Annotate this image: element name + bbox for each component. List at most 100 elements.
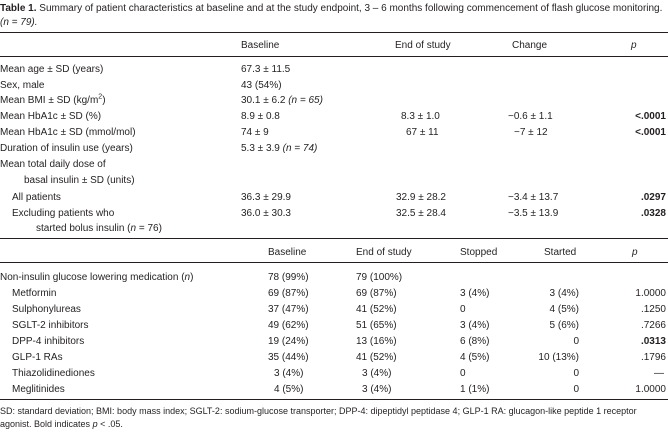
row-baseline: 36.3 ± 29.9: [241, 192, 291, 203]
row-p: <.0001: [635, 111, 666, 122]
t1-header-p: p: [631, 40, 637, 51]
section-end: 79 (100%): [356, 272, 403, 283]
table2-header-rule: [0, 262, 668, 263]
row-stopped: 0: [460, 304, 466, 315]
table1-header-rule: [0, 56, 668, 57]
row-baseline: 8.9 ± 0.8: [241, 111, 280, 122]
row-change: −3.4 ± 13.7: [508, 192, 559, 203]
row-p: 1.0000: [635, 288, 666, 299]
row-end: 3 (4%): [362, 384, 392, 395]
row-label: SGLT-2 inhibitors: [12, 320, 89, 331]
row-label: Sex, male: [0, 80, 45, 91]
row-baseline: 19 (24%): [268, 336, 309, 347]
table-row: Metformin 69 (87%) 69 (87%) 3 (4%) 3 (4%…: [0, 287, 668, 300]
table-row: DPP-4 inhibitors 19 (24%) 13 (16%) 6 (8%…: [0, 335, 668, 348]
table-row: Excluding patients who 36.0 ± 30.3 32.5 …: [0, 207, 668, 220]
row-end: 41 (52%): [356, 304, 397, 315]
row-started: 4 (5%): [549, 304, 579, 315]
row-label: Mean BMI ± SD (kg/m2): [0, 93, 106, 106]
row-p: .0313: [640, 336, 666, 347]
row-end: 32.9 ± 28.2: [396, 192, 446, 203]
t2-header-p: p: [632, 247, 638, 258]
table-row: Thiazolidinediones 3 (4%) 3 (4%) 0 0 —: [0, 367, 668, 380]
row-label: Meglitinides: [12, 384, 65, 395]
row-baseline: 35 (44%): [268, 352, 309, 363]
caption-label: Table 1.: [0, 3, 37, 14]
row-p: .0328: [640, 208, 666, 219]
table-footnote: SD: standard deviation; BMI: body mass i…: [0, 406, 637, 429]
row-label: All patients: [12, 192, 61, 203]
section-baseline: 78 (99%): [268, 272, 309, 283]
row-end: 8.3 ± 1.0: [401, 111, 440, 122]
row-baseline: 43 (54%): [241, 80, 282, 91]
t2-header-started: Started: [544, 247, 577, 258]
row-stopped: 3 (4%): [460, 320, 490, 331]
row-label: Thiazolidinediones: [12, 368, 95, 379]
row-p: .1796: [640, 352, 666, 363]
row-stopped: 3 (4%): [460, 288, 490, 299]
row-baseline: 69 (87%): [268, 288, 309, 299]
table2-top-rule: [0, 238, 668, 239]
row-started: 0: [573, 368, 579, 379]
table-row: Duration of insulin use (years) 5.3 ± 3.…: [0, 142, 668, 155]
t1-header-baseline: Baseline: [241, 40, 280, 51]
table-row: GLP-1 RAs 35 (44%) 41 (52%) 4 (5%) 10 (1…: [0, 351, 668, 364]
row-label: Sulphonylureas: [12, 304, 81, 315]
t1-header-change: Change: [512, 40, 548, 51]
row-end: 13 (16%): [356, 336, 397, 347]
row-p: 1.0000: [635, 384, 666, 395]
row-stopped: 6 (8%): [460, 336, 490, 347]
row-change: −3.5 ± 13.9: [508, 208, 559, 219]
row-end: 51 (65%): [356, 320, 397, 331]
row-label: basal insulin ± SD (units): [24, 175, 135, 186]
row-baseline: 30.1 ± 6.2 (n = 65): [241, 95, 323, 106]
table-row: Mean age ± SD (years) 67.3 ± 11.5: [0, 63, 668, 76]
row-label: DPP-4 inhibitors: [12, 336, 85, 347]
row-started: 5 (6%): [549, 320, 579, 331]
row-end: 41 (52%): [356, 352, 397, 363]
row-label: Duration of insulin use (years): [0, 143, 133, 154]
row-baseline: 5.3 ± 3.9 (n = 74): [241, 143, 318, 154]
row-started: 10 (13%): [538, 352, 579, 363]
row-label: Metformin: [12, 288, 57, 299]
section-label: Non-insulin glucose lowering medication …: [0, 272, 194, 283]
row-end: 69 (87%): [356, 288, 397, 299]
table-row: Sex, male 43 (54%): [0, 79, 668, 92]
table-row: Mean HbA1c ± SD (%) 8.9 ± 0.8 8.3 ± 1.0 …: [0, 110, 668, 123]
row-p: <.0001: [635, 127, 666, 138]
row-baseline: 37 (47%): [268, 304, 309, 315]
row-p: .1250: [640, 304, 666, 315]
table-row: basal insulin ± SD (units): [0, 174, 668, 187]
table2-header-row: Baseline End of study Stopped Started p: [0, 246, 668, 259]
table-bottom-rule: [0, 399, 668, 400]
table-row: Non-insulin glucose lowering medication …: [0, 271, 668, 284]
table1-header-row: Baseline End of study Change p: [0, 39, 668, 52]
table-row: SGLT-2 inhibitors 49 (62%) 51 (65%) 3 (4…: [0, 319, 668, 332]
row-end: 67 ± 11: [406, 127, 439, 138]
row-p: .0297: [640, 192, 666, 203]
row-label: Excluding patients who: [12, 208, 115, 219]
row-stopped: 4 (5%): [460, 352, 490, 363]
row-stopped: 1 (1%): [460, 384, 490, 395]
row-change: −0.6 ± 1.1: [508, 111, 553, 122]
table-row: Meglitinides 4 (5%) 3 (4%) 1 (1%) 0 1.00…: [0, 383, 668, 396]
row-label: Mean HbA1c ± SD (mmol/mol): [0, 127, 136, 138]
row-p: .7266: [640, 320, 666, 331]
table-row: Mean total daily dose of: [0, 158, 668, 171]
row-label: started bolus insulin (n = 76): [36, 223, 162, 234]
t2-header-baseline: Baseline: [268, 247, 307, 258]
t2-header-stopped: Stopped: [460, 247, 498, 258]
row-baseline: 4 (5%): [274, 384, 304, 395]
row-end: 32.5 ± 28.4: [396, 208, 446, 219]
row-started: 0: [573, 384, 579, 395]
row-label: Mean HbA1c ± SD (%): [0, 111, 102, 122]
table-caption: Table 1. Summary of patient characterist…: [0, 2, 664, 30]
caption-n-note: (n = 79).: [0, 17, 38, 28]
row-baseline: 49 (62%): [268, 320, 309, 331]
t2-header-end: End of study: [356, 247, 412, 258]
table-row: Mean BMI ± SD (kg/m2) 30.1 ± 6.2 (n = 65…: [0, 94, 668, 107]
row-baseline: 36.0 ± 30.3: [241, 208, 291, 219]
row-started: 0: [573, 336, 579, 347]
row-label: Mean total daily dose of: [0, 159, 106, 170]
